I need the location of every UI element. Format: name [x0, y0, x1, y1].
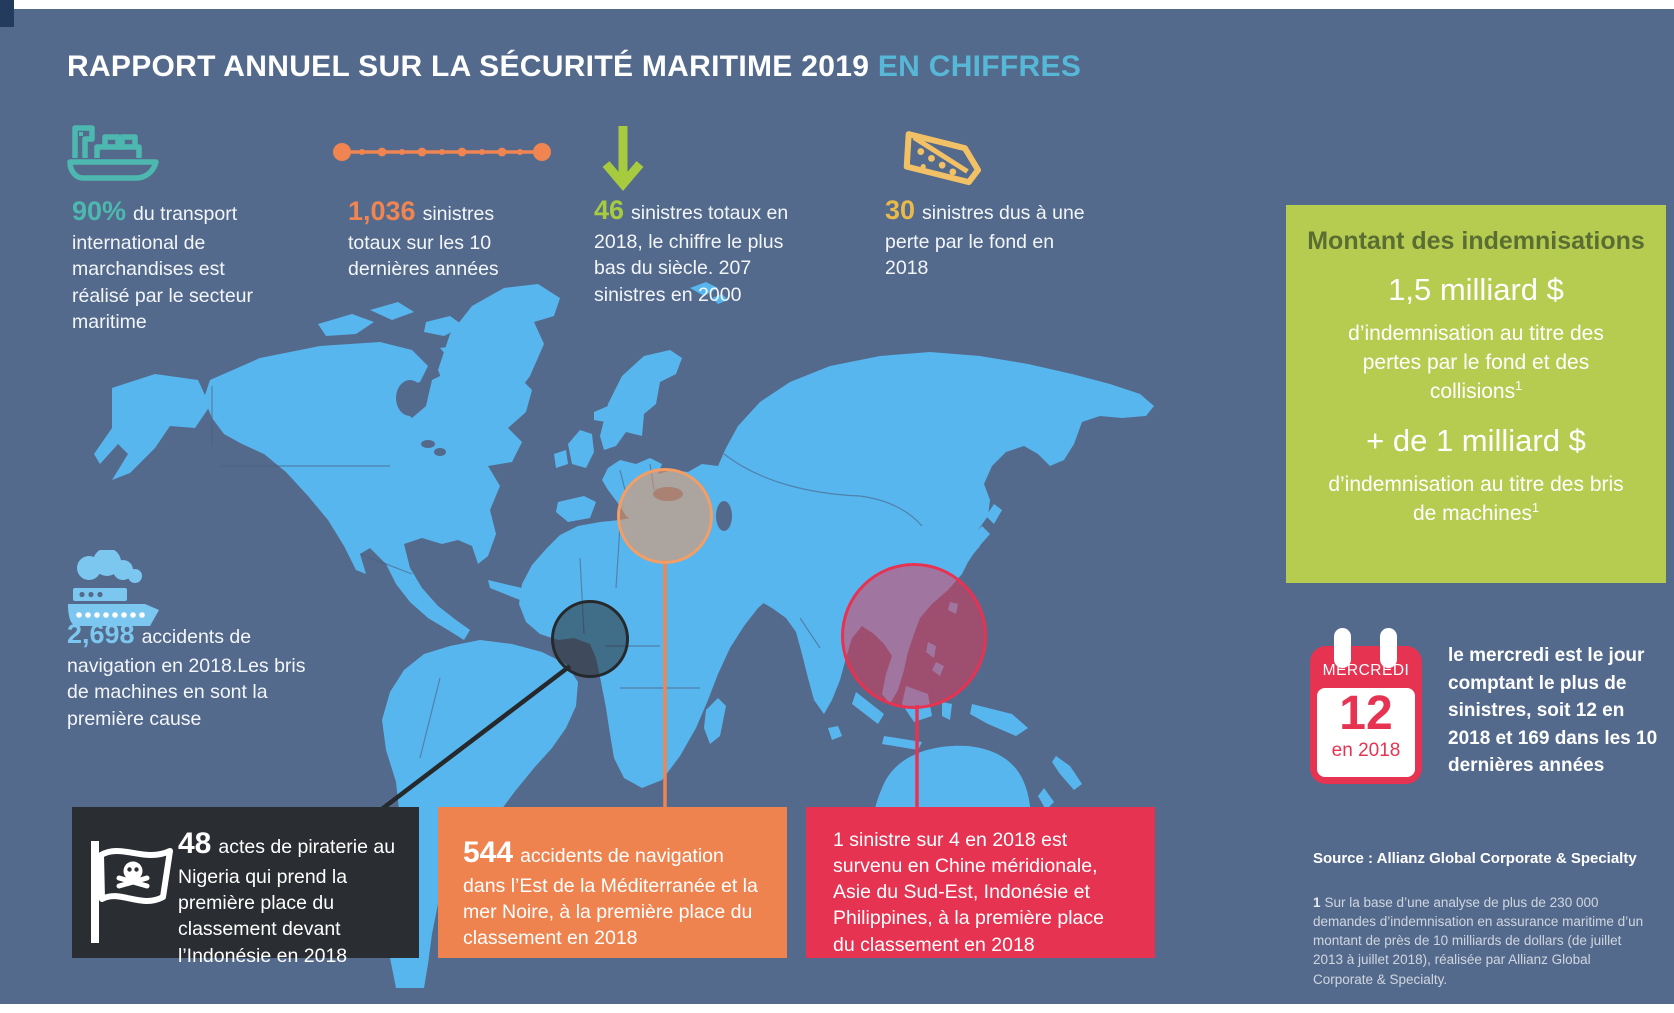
africa	[519, 514, 774, 788]
greenland	[438, 284, 560, 418]
gulf-of-guinea-region-circle	[551, 600, 629, 678]
pirate-flag-icon	[91, 841, 173, 943]
page-title: RAPPORT ANNUEL SUR LA SÉCURITÉ MARITIME …	[67, 50, 1081, 84]
footnote-ref: 1	[1532, 500, 1540, 515]
steamship-icon	[68, 550, 159, 626]
down-arrow-icon	[602, 126, 644, 191]
footnote-ref: 1	[1313, 895, 1321, 910]
east-med-callout-box: 544 accidents de navigation dans l’Est de…	[438, 807, 787, 958]
bottom-strip	[0, 1004, 1674, 1013]
indemnities-desc-1: d’indemnisation au titre des pertes par …	[1348, 322, 1604, 403]
stat-foundering: 30 sinistres dus à une perte par le fond …	[885, 192, 1090, 282]
calendar-text: le mercredi est le jour comptant le plus…	[1448, 645, 1658, 777]
footnote-ref: 1	[1515, 378, 1523, 393]
alaska	[94, 374, 210, 480]
east-med-callout-value: 544	[463, 836, 514, 869]
stat-foundering-value: 30	[885, 195, 916, 225]
stat-decade-total-text: sinistres totaux sur les 10 dernières an…	[348, 203, 499, 281]
scandinavia	[600, 350, 682, 450]
calendar-weekday: MERCREDI	[1322, 662, 1410, 679]
indemnities-amount-2: + de 1 milliard $	[1366, 422, 1586, 458]
indemnities-amount-1: 1,5 milliard $	[1388, 272, 1564, 307]
timeline-dots-icon	[333, 143, 551, 161]
calendar-day-number: 12	[1339, 687, 1393, 740]
stat-foundering-text: sinistres dus à une perte par le fond en…	[885, 202, 1085, 280]
page-title-main: RAPPORT ANNUEL SUR LA SÉCURITÉ MARITIME …	[67, 50, 870, 83]
stat-transport: 90% du transport international de marchan…	[72, 193, 264, 336]
calendar-page: 12 en 2018	[1317, 688, 1415, 777]
calendar-ring	[1334, 628, 1351, 668]
eurasia	[602, 352, 1154, 714]
stat-year-total-value: 46	[594, 195, 625, 225]
footnote-text: Sur la base d’une analyse de plus de 230…	[1313, 895, 1644, 987]
stat-shipping-accidents: 2,698 accidents de navigation en 2018.Les…	[67, 616, 317, 732]
indemnities-panel: Montant des indemnisations 1,5 milliard …	[1286, 205, 1666, 583]
top-strip	[0, 0, 1674, 9]
north-america	[204, 342, 532, 640]
piracy-callout-text: 48 actes de piraterie au Nigeria qui pren…	[178, 827, 396, 967]
stat-year-total-text: sinistres totaux en 2018, le chiffre le …	[594, 202, 789, 306]
cargo-ship-icon	[67, 125, 159, 181]
stat-year-total: 46 sinistres totaux en 2018, le chiffre l…	[594, 192, 812, 308]
sinking-ship-icon	[903, 131, 982, 186]
southeast-asia-callout-text: 1 sinistre sur 4 en 2018 est survenu en …	[833, 829, 1104, 956]
footnote: 1 Sur la base d’une analyse de plus de 23…	[1313, 893, 1647, 989]
stat-transport-text: du transport international de marchandis…	[72, 203, 254, 334]
new-zealand	[1052, 756, 1082, 790]
indemnities-desc-2: d’indemnisation au titre des bris de mac…	[1328, 472, 1624, 525]
source-line: Source : Allianz Global Corporate & Spec…	[1313, 850, 1637, 867]
corner-block	[0, 0, 14, 27]
stat-decade-total: 1,036 sinistres totaux sur les 10 dernièr…	[348, 193, 510, 283]
calendar-icon: MERCREDI 12 en 2018	[1310, 628, 1422, 786]
calendar-year: en 2018	[1331, 740, 1401, 761]
southeast-asia-region-circle	[841, 563, 987, 709]
stat-transport-value: 90%	[72, 196, 127, 226]
stat-shipping-accidents-value: 2,698	[67, 619, 135, 649]
east-med-callout-text: 544 accidents de navigation dans l’Est de…	[463, 836, 758, 950]
calendar-ring	[1380, 628, 1397, 668]
southeast-asia-callout-box: 1 sinistre sur 4 en 2018 est survenu en …	[806, 807, 1155, 958]
east-mediterranean-region-circle	[617, 468, 713, 564]
piracy-callout-box: 48 actes de piraterie au Nigeria qui pren…	[72, 807, 419, 967]
stat-decade-total-value: 1,036	[348, 196, 416, 226]
page-title-accent: EN CHIFFRES	[877, 50, 1082, 83]
piracy-callout-value: 48	[178, 827, 212, 860]
stat-shipping-accidents-text: accidents de navigation en 2018.Les bris…	[67, 626, 306, 730]
indemnities-heading: Montant des indemnisations	[1307, 227, 1645, 255]
